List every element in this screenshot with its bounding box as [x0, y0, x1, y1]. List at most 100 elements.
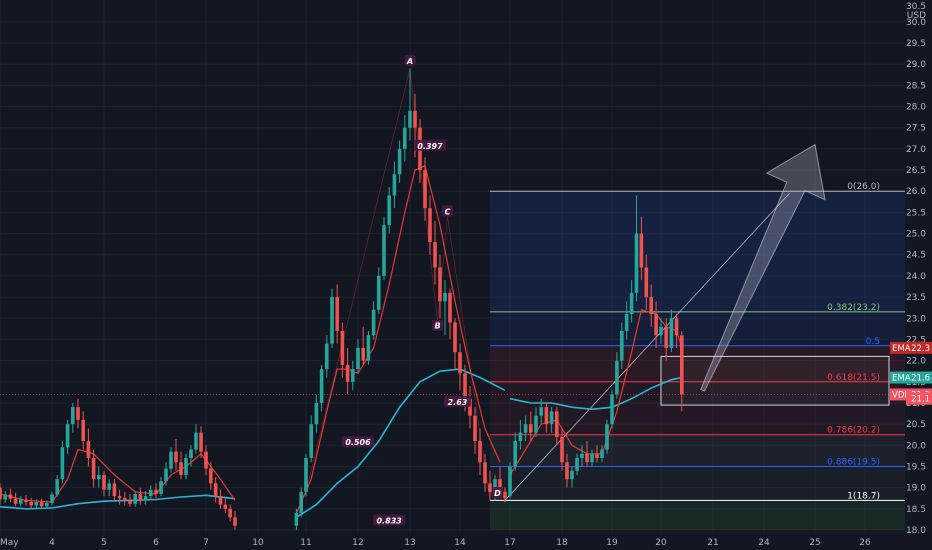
candle-body [539, 407, 543, 416]
candle-body [335, 297, 339, 331]
fib-zone-band [490, 191, 905, 312]
candle-body [580, 453, 584, 459]
candle-body [629, 292, 634, 315]
fib-zone-band [490, 345, 905, 382]
price-tick-label: 25.0 [906, 230, 926, 240]
candle-body [503, 491, 507, 499]
candle-body [209, 468, 213, 484]
wave-label: 0.833 [377, 517, 403, 526]
candle-body [366, 335, 371, 361]
time-tick-label: 7 [203, 538, 209, 548]
time-tick-label: 4 [49, 538, 55, 548]
wave-label-bg [444, 395, 471, 407]
price-axis[interactable]: 30.5USD18.018.519.019.520.020.521.021.52… [905, 0, 932, 550]
candle-body [377, 275, 381, 310]
candle-body [50, 494, 54, 503]
candle-body [340, 330, 345, 365]
fib-zone-band [490, 434, 905, 467]
wave-label: B [434, 322, 440, 331]
fib-label: 0.618(21.5) [827, 373, 880, 383]
price-tag-bg [890, 341, 932, 354]
wave-label-bg [404, 55, 416, 67]
time-tick-label: 6 [153, 538, 159, 548]
candle-body [319, 369, 324, 403]
candle-body [423, 170, 427, 209]
candle-body [143, 496, 148, 501]
fib-label: 0.886(19.5) [827, 457, 880, 467]
time-tick-label: 13 [404, 538, 415, 548]
candle-body [330, 297, 334, 344]
time-tick-label: 12 [352, 538, 363, 548]
price-tag-value: 22.3 [911, 344, 930, 354]
price-tick-label: 20.0 [906, 441, 926, 451]
candle-body [19, 499, 23, 504]
candle-body [164, 468, 168, 482]
time-tick-label: 5 [101, 538, 107, 548]
candle-body [3, 494, 7, 500]
candle-body [443, 292, 447, 302]
candle-body [610, 394, 614, 425]
candle-body [649, 297, 653, 315]
price-tick-label: 25.5 [906, 208, 926, 218]
candle-body [544, 407, 549, 425]
time-axis[interactable]: May 4 5 6 7 10 11 12 13 14 17 18 19 20 21 24 25 26 [0, 533, 932, 550]
candle-body [351, 369, 355, 382]
candle-body [654, 314, 658, 336]
fib-label: 0.382(23.2) [827, 303, 880, 313]
price-tick-label: 26.5 [906, 166, 926, 176]
fib-zones [0, 191, 905, 530]
candle-body [433, 242, 437, 268]
candle-body [345, 364, 350, 382]
time-tick-label: May [0, 538, 19, 548]
wave-label-bg [431, 319, 444, 331]
price-tick-label: 28.0 [906, 103, 926, 113]
price-tick-label: 24.5 [906, 251, 926, 261]
price-tick-label: 30.0 [906, 18, 926, 28]
candle-body [518, 432, 523, 442]
price-tag-label: EMA [892, 374, 911, 384]
candle-body [149, 489, 153, 497]
time-tick-label: 11 [300, 538, 311, 548]
candle-body [314, 402, 319, 425]
price-tick-label: 19.0 [906, 484, 926, 494]
price-tag-value: 21.1 [911, 395, 930, 405]
ema-fast-line [0, 164, 683, 514]
time-tick-label: 18 [556, 538, 568, 548]
candle-body [600, 449, 604, 459]
time-tick-label: 17 [504, 538, 515, 548]
time-axis-bg [0, 533, 932, 550]
candle-body [233, 517, 237, 526]
candle-body [102, 474, 106, 490]
candle-body [55, 479, 59, 495]
candle-body [91, 458, 96, 480]
candle-body [493, 479, 497, 492]
candle-body [13, 498, 18, 504]
time-tick-label: 14 [454, 538, 466, 548]
wave-label: D [494, 489, 501, 498]
candle-body [107, 483, 111, 490]
fib-zone-band [490, 500, 905, 530]
candle-body [39, 502, 44, 507]
price-tick-label: 26.0 [906, 187, 926, 197]
price-tick-label: 29.0 [906, 60, 926, 70]
candle-body [228, 508, 232, 518]
price-tick-label: 28.5 [906, 81, 926, 91]
candle-body [45, 502, 49, 507]
candle-body [81, 419, 85, 442]
candle-body [463, 373, 467, 399]
candle-body [534, 415, 538, 433]
candle-body [86, 441, 91, 459]
price-tick-label: 29.5 [906, 39, 926, 49]
price-tick-label: 27.5 [906, 124, 926, 134]
fib-zone-band [490, 311, 905, 346]
candle-body [508, 466, 512, 497]
candle-body [560, 436, 564, 463]
candle-body [529, 424, 533, 433]
candle-body [71, 407, 75, 425]
candle-body [403, 127, 407, 149]
time-tick-label: 19 [606, 538, 618, 548]
candle-body [60, 447, 65, 480]
wave-label: 0.506 [345, 438, 371, 447]
candle-body [397, 148, 402, 175]
